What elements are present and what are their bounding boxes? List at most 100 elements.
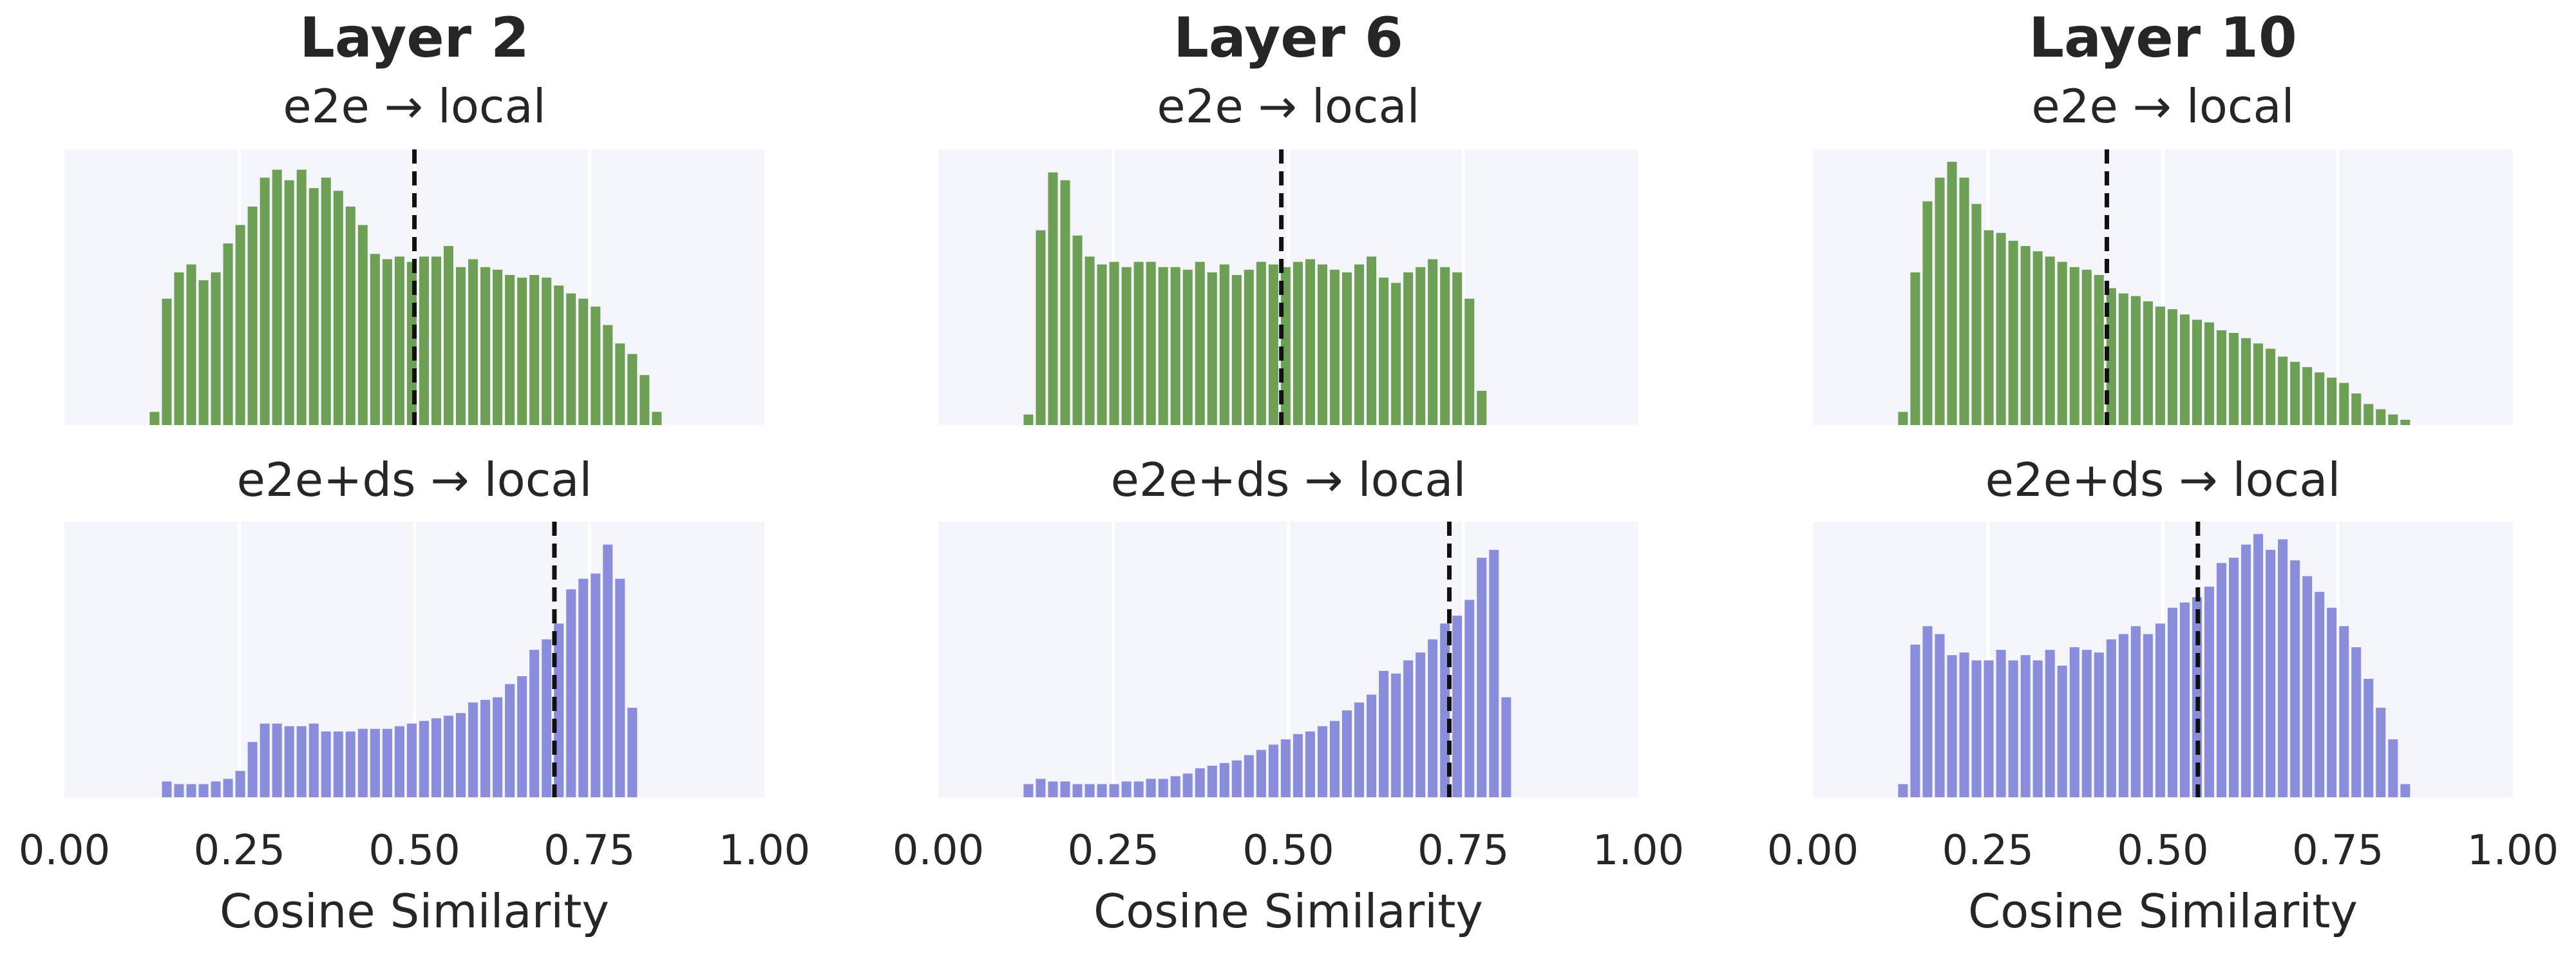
histogram-bar <box>1109 261 1119 425</box>
histogram-bar <box>2217 563 2227 797</box>
histogram-bar <box>2327 607 2337 797</box>
histogram-bar <box>162 298 172 425</box>
histogram-bar <box>198 280 209 425</box>
histogram-bar <box>2167 607 2177 797</box>
histogram-bar <box>2315 372 2325 425</box>
histogram-bar <box>2045 256 2055 425</box>
histogram-bar <box>1133 781 1144 797</box>
histogram-bar <box>308 723 319 797</box>
histogram-bar <box>603 325 613 425</box>
histogram-bar <box>517 676 527 797</box>
histogram-bar <box>1996 232 2006 425</box>
histogram-bar <box>1971 660 1982 797</box>
histogram-bar <box>566 589 576 797</box>
histogram-bar <box>1146 261 1156 425</box>
x-tick-label: 0.25 <box>194 827 286 875</box>
histogram-bar <box>2339 626 2349 797</box>
histogram-bar <box>1910 644 1920 797</box>
histogram-bar <box>1403 660 1414 797</box>
histogram-bar <box>1048 781 1058 797</box>
histogram-bar <box>1452 272 1463 425</box>
histogram-bar <box>1477 558 1487 797</box>
histogram-bar <box>1452 615 1463 797</box>
histogram-bar <box>615 578 625 797</box>
histogram-bar <box>1984 660 1994 797</box>
histogram-bar <box>2008 240 2018 425</box>
histogram-bar <box>566 293 576 425</box>
histogram-bar <box>1367 694 1377 797</box>
panel-title: e2e → local <box>1157 79 1419 133</box>
histogram-bar <box>456 267 466 425</box>
histogram-bar <box>468 702 478 797</box>
histogram-bar <box>1256 261 1266 425</box>
histogram-bar <box>1195 768 1205 797</box>
x-tick-label: 0.25 <box>1068 827 1160 875</box>
histogram-bar <box>1910 272 1920 425</box>
x-tick-label: 0.50 <box>368 827 460 875</box>
histogram-bar <box>505 684 515 797</box>
histogram-bar <box>1060 180 1070 425</box>
histogram-bar <box>272 723 282 797</box>
x-tick-label: 0.50 <box>2117 827 2209 875</box>
histogram-bar <box>2315 592 2325 797</box>
histogram-bar <box>1219 264 1229 425</box>
histogram-bar <box>174 272 184 425</box>
histogram-bar <box>1367 256 1377 425</box>
histogram-bar <box>1403 272 1414 425</box>
histogram-panel: e2e → local <box>938 79 1638 425</box>
histogram-bar <box>2376 409 2386 425</box>
histogram-bar <box>2008 660 2018 797</box>
histogram-bar <box>1084 256 1095 425</box>
histogram-bar <box>2094 652 2104 797</box>
histogram-bar <box>603 544 613 797</box>
histogram-bar <box>1391 283 1401 425</box>
histogram-bar <box>394 726 404 797</box>
x-tick-label: 0.25 <box>1942 827 2034 875</box>
histogram-bar <box>2118 634 2128 797</box>
histogram-bar <box>211 272 221 425</box>
histogram-bar <box>2363 404 2374 425</box>
histogram-bar <box>2167 309 2177 425</box>
histogram-bar <box>186 264 196 425</box>
histogram-bar <box>406 261 417 425</box>
histogram-bar <box>443 246 454 425</box>
histogram-bar <box>1170 776 1180 797</box>
histogram-panel: e2e+ds → local <box>1813 453 2513 797</box>
histogram-bar <box>284 180 294 425</box>
histogram-bar <box>627 354 638 425</box>
histogram-bar <box>1219 762 1229 797</box>
column-layer-0: Layer 2 e2e → local e2e+ds → local 0.00 0.25… <box>19 6 811 938</box>
histogram-bar <box>1195 261 1205 425</box>
histogram-bar <box>345 206 355 425</box>
histogram-bar <box>162 781 172 797</box>
histogram-bar <box>1121 781 1132 797</box>
histogram-bar <box>554 285 564 425</box>
histogram-bar <box>2388 739 2398 797</box>
column-title: Layer 10 <box>2029 6 2297 70</box>
histogram-bar <box>2217 330 2227 425</box>
histogram-bar <box>431 718 441 797</box>
histogram-bar <box>1971 204 1982 425</box>
x-tick-label: 0.75 <box>1417 827 1510 875</box>
histogram-bar <box>321 731 331 797</box>
histogram-bar <box>1354 702 1365 797</box>
histogram-bar <box>149 412 160 425</box>
histogram-bar <box>284 726 294 797</box>
histogram-bar <box>321 177 331 425</box>
column-title: Layer 6 <box>1173 6 1403 70</box>
histogram-bar <box>2081 650 2092 797</box>
histogram-bar <box>2179 602 2190 797</box>
histogram-panel: e2e → local <box>64 79 764 425</box>
histogram-bar <box>542 639 552 797</box>
histogram-bar <box>591 307 601 425</box>
histogram-bar <box>2229 332 2239 425</box>
histogram-bar <box>1097 264 1107 425</box>
histogram-bar <box>1244 269 1254 425</box>
histogram-bar <box>1182 773 1193 797</box>
histogram-bar <box>468 259 478 425</box>
histogram-bar <box>308 188 319 425</box>
histogram-bar <box>2253 534 2264 797</box>
histogram-bar <box>2339 383 2349 425</box>
histogram-bar <box>517 278 527 425</box>
